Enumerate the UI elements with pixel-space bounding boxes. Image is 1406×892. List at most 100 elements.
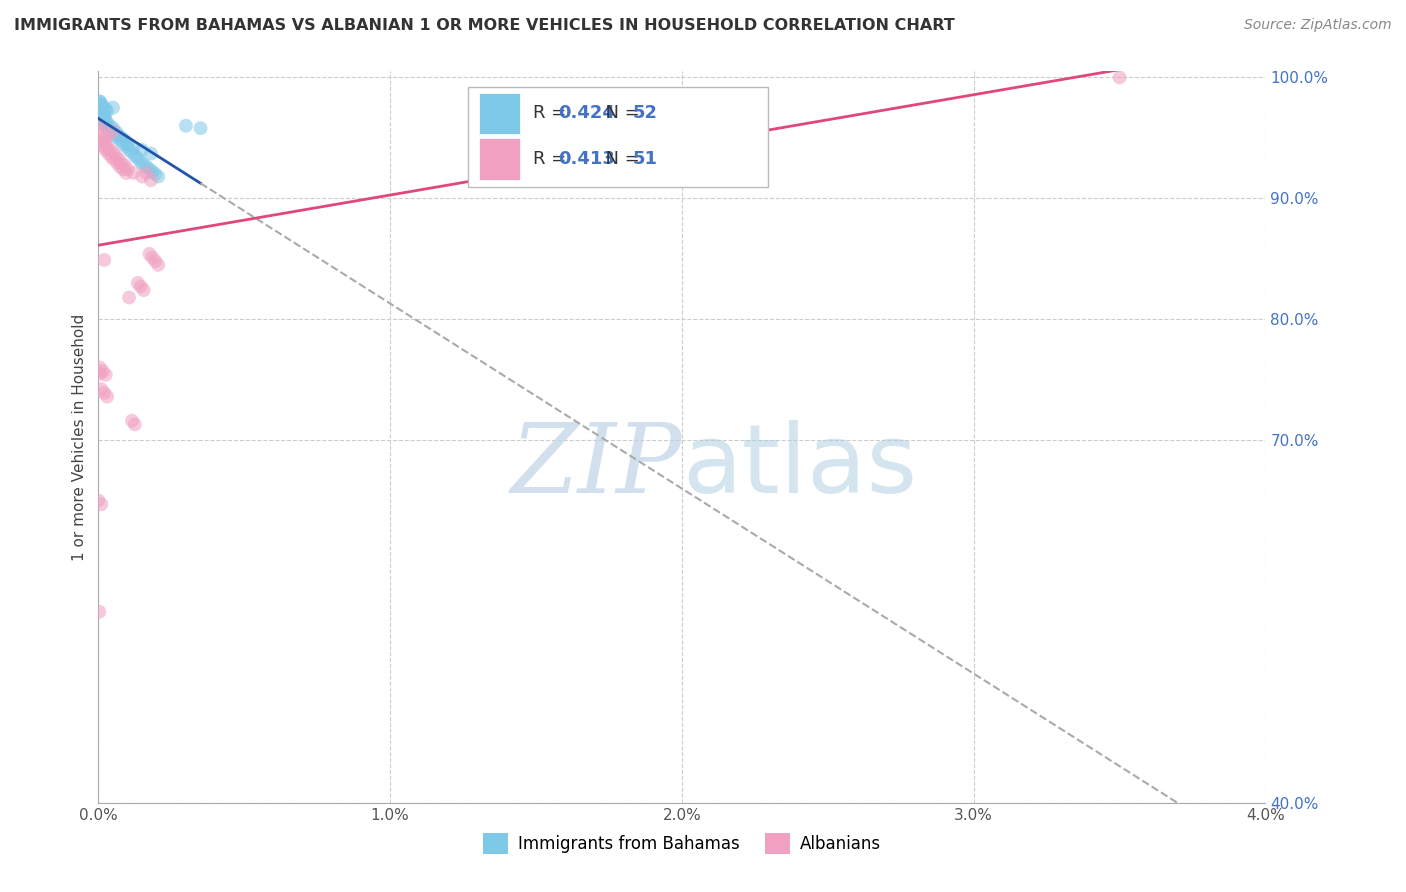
Point <box>93 386 115 401</box>
Point <box>121 145 143 160</box>
Text: 0.413: 0.413 <box>558 150 614 168</box>
Point <box>104 125 127 139</box>
Point <box>100 125 122 139</box>
Point <box>132 283 155 297</box>
Text: R =: R = <box>533 104 572 122</box>
Text: R =: R = <box>533 150 572 168</box>
Point <box>96 120 118 134</box>
Point <box>89 95 111 109</box>
Point <box>127 276 149 290</box>
Point <box>89 97 111 112</box>
Point <box>91 139 114 153</box>
Point <box>103 153 125 167</box>
Point <box>131 143 153 157</box>
Text: 51: 51 <box>633 150 658 168</box>
Point <box>89 367 111 381</box>
Point <box>91 131 114 145</box>
Point <box>91 364 114 378</box>
Point <box>131 169 153 184</box>
Point <box>94 119 117 133</box>
Point <box>132 157 155 171</box>
Point <box>90 112 112 126</box>
Point <box>110 133 132 147</box>
Point <box>90 112 112 127</box>
Point <box>97 146 120 161</box>
Point <box>101 125 124 139</box>
Point <box>135 166 157 180</box>
Point <box>93 252 115 267</box>
Text: N =: N = <box>595 150 645 168</box>
Point <box>90 497 112 511</box>
Point <box>110 160 132 174</box>
Point <box>94 143 117 157</box>
Point <box>143 254 166 268</box>
Point <box>118 290 141 304</box>
Text: atlas: atlas <box>682 420 917 513</box>
Point <box>89 119 111 133</box>
Legend: Immigrants from Bahamas, Albanians: Immigrants from Bahamas, Albanians <box>477 827 887 860</box>
Point <box>101 121 124 136</box>
Text: 0.424: 0.424 <box>558 104 614 122</box>
Point <box>174 119 197 133</box>
Point <box>101 145 124 160</box>
Point <box>89 360 111 375</box>
Point <box>101 101 124 115</box>
Point <box>105 131 128 145</box>
Point <box>108 128 131 143</box>
Point <box>135 160 157 174</box>
Point <box>115 139 138 153</box>
Point <box>117 162 139 177</box>
Text: ZIP: ZIP <box>510 419 682 513</box>
Point <box>139 173 162 187</box>
Point <box>94 102 117 116</box>
Point <box>111 156 134 170</box>
Point <box>89 95 111 109</box>
Point <box>91 115 114 129</box>
Point <box>89 605 111 619</box>
Point <box>90 125 112 139</box>
Point <box>138 247 160 261</box>
Point <box>94 112 117 127</box>
Point <box>90 382 112 396</box>
Point <box>124 149 146 163</box>
Point <box>122 166 145 180</box>
Point <box>115 166 138 180</box>
Point <box>94 368 117 382</box>
Point <box>124 417 146 432</box>
Point <box>90 111 112 125</box>
Point <box>90 101 112 115</box>
Point <box>112 136 135 151</box>
Point <box>87 493 110 508</box>
Text: IMMIGRANTS FROM BAHAMAS VS ALBANIAN 1 OR MORE VEHICLES IN HOUSEHOLD CORRELATION : IMMIGRANTS FROM BAHAMAS VS ALBANIAN 1 OR… <box>14 18 955 33</box>
Point <box>121 414 143 428</box>
Point <box>93 116 115 130</box>
Point <box>148 169 170 184</box>
Text: N =: N = <box>595 104 645 122</box>
Point <box>96 104 118 119</box>
Point <box>87 106 110 120</box>
Point <box>90 136 112 150</box>
Point <box>108 153 131 167</box>
Point <box>103 128 125 143</box>
Text: Source: ZipAtlas.com: Source: ZipAtlas.com <box>1244 18 1392 32</box>
Point <box>96 116 118 130</box>
Y-axis label: 1 or more Vehicles in Household: 1 or more Vehicles in Household <box>72 313 87 561</box>
Point <box>100 150 122 164</box>
Point <box>118 143 141 157</box>
Point <box>190 121 212 136</box>
Point <box>129 155 152 169</box>
Point <box>91 106 114 120</box>
Text: 52: 52 <box>633 104 658 122</box>
Point <box>127 152 149 166</box>
Point <box>94 136 117 151</box>
Point <box>98 143 121 157</box>
Point <box>143 167 166 181</box>
Point <box>96 390 118 404</box>
Point <box>105 156 128 170</box>
Point <box>112 162 135 177</box>
Point <box>111 131 134 145</box>
Point <box>97 122 120 136</box>
Point <box>141 164 163 178</box>
Point <box>96 128 118 143</box>
Point <box>1108 70 1130 85</box>
